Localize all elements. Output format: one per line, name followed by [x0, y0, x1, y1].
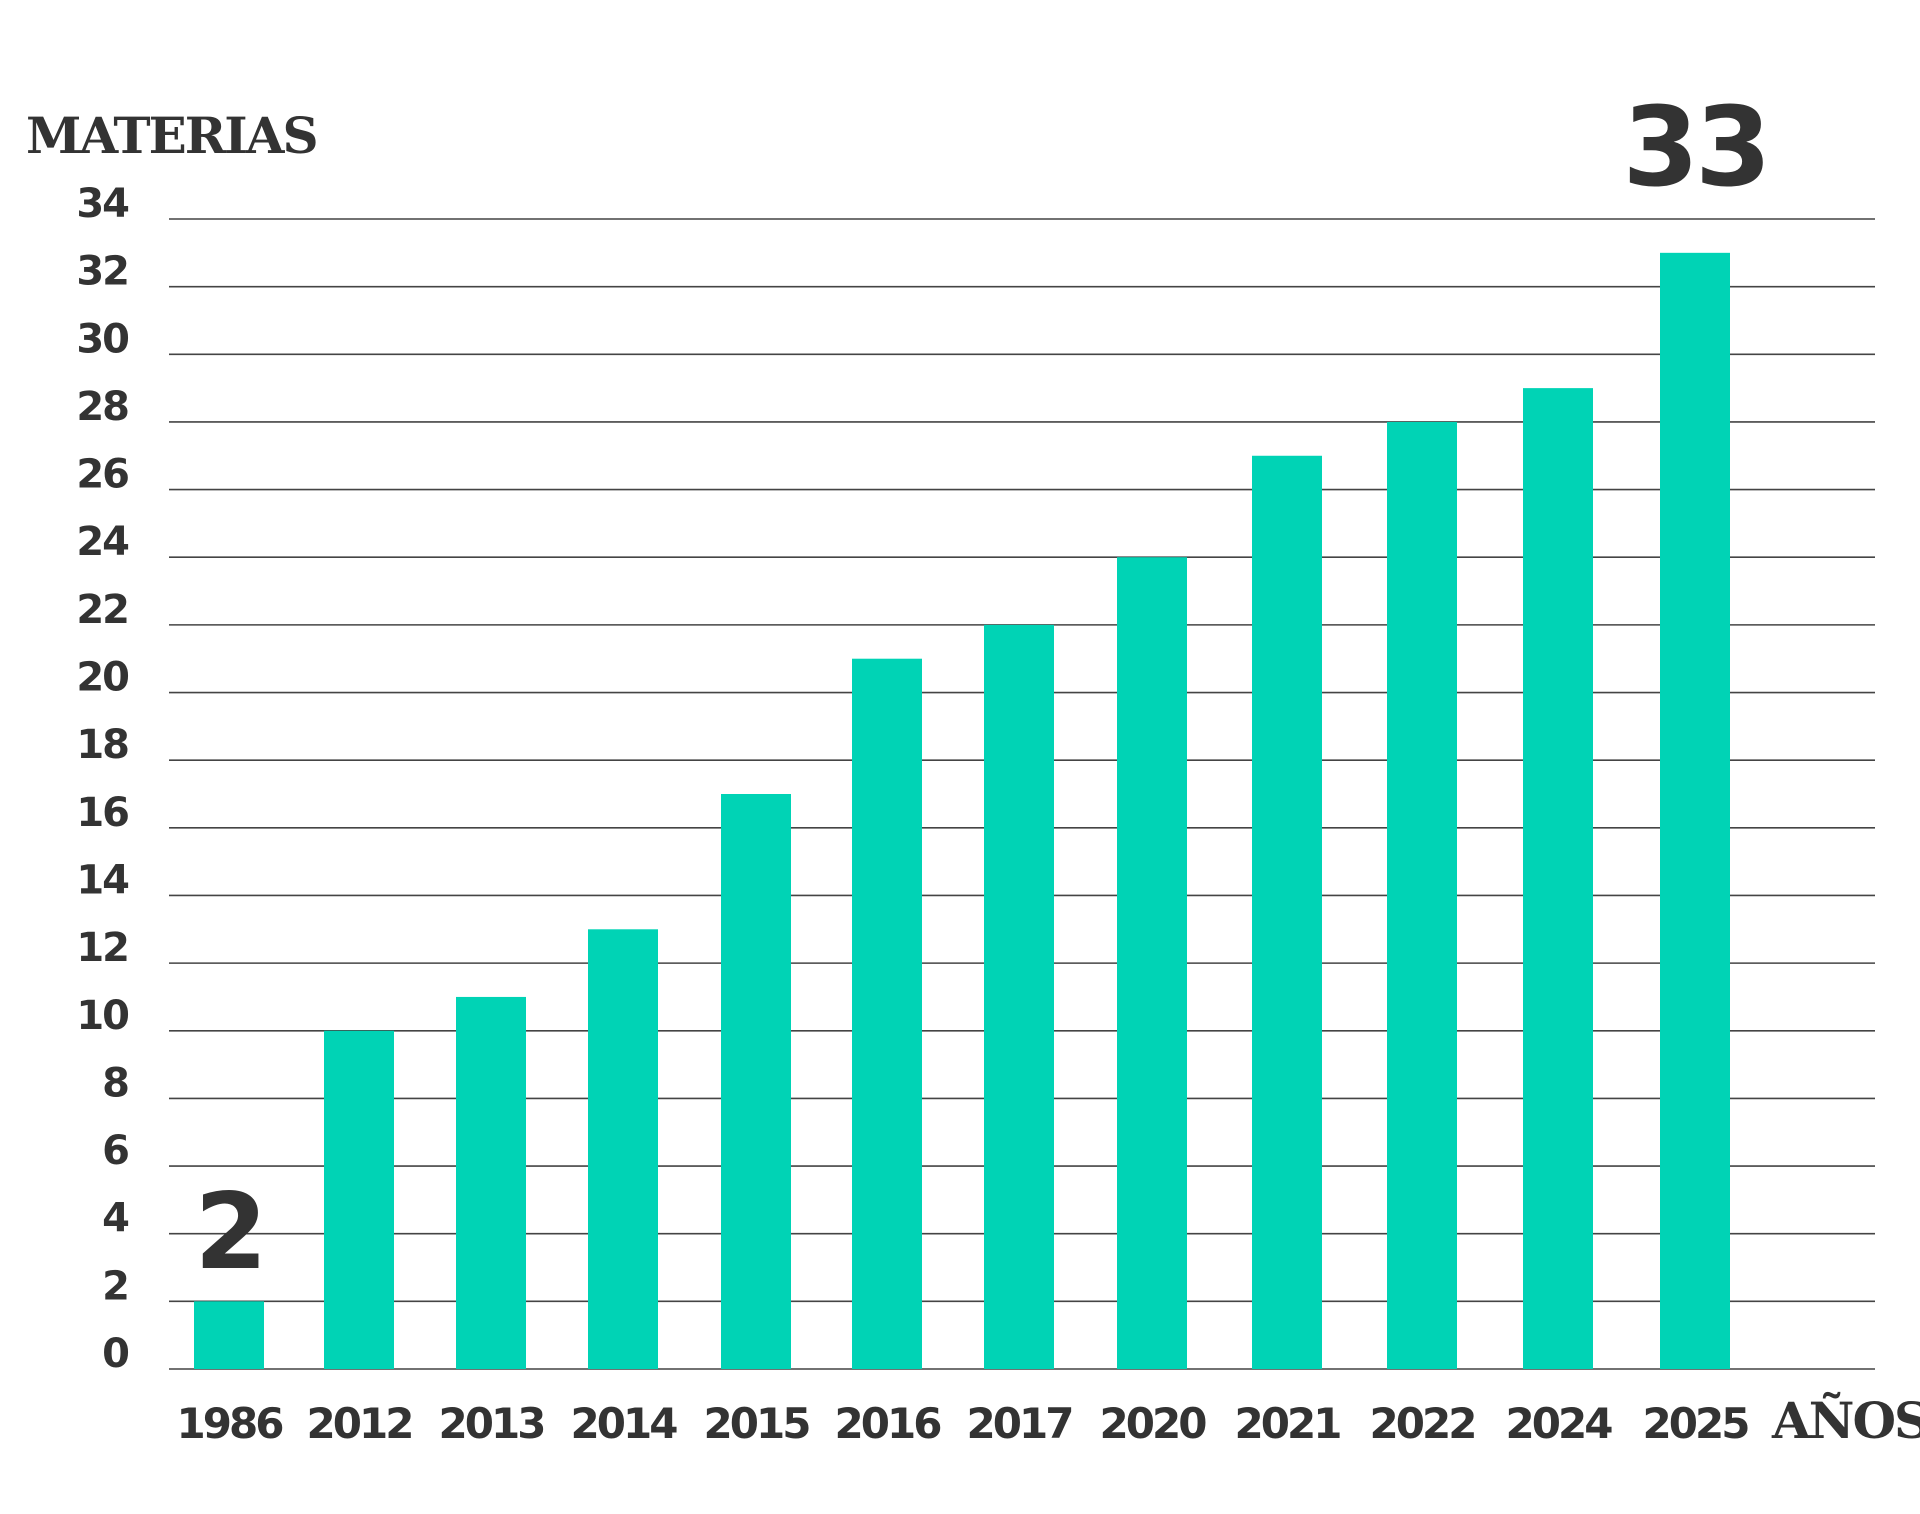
- y-tick-label: 12: [76, 925, 128, 971]
- y-tick-label: 18: [76, 722, 128, 768]
- y-tick-label: 30: [76, 316, 128, 362]
- bar-2012: [324, 1030, 394, 1369]
- bar-2016: [852, 658, 922, 1369]
- y-tick-label: 16: [76, 790, 128, 836]
- bar-2024: [1523, 388, 1593, 1369]
- x-tick-label: 2025: [1643, 1399, 1749, 1448]
- bar-2020: [1117, 557, 1187, 1369]
- bar-2017: [984, 624, 1054, 1369]
- y-axis-title: MATERIAS: [26, 106, 317, 165]
- y-tick-label: 6: [102, 1128, 128, 1174]
- y-tick-label: 26: [76, 452, 128, 498]
- x-tick-label: 2016: [835, 1399, 941, 1448]
- x-tick-label: 1986: [177, 1399, 283, 1448]
- bar-2015: [721, 794, 791, 1369]
- x-tick-label: 2024: [1506, 1399, 1613, 1448]
- y-tick-label: 10: [76, 993, 128, 1039]
- x-tick-label: 2020: [1100, 1399, 1207, 1448]
- value-annotation: 33: [1622, 83, 1767, 211]
- y-tick-label: 22: [76, 587, 128, 633]
- x-axis-title: AÑOS: [1771, 1391, 1920, 1450]
- y-tick-label: 4: [102, 1196, 128, 1242]
- bar-2022: [1387, 421, 1457, 1369]
- y-tick-label: 8: [102, 1060, 128, 1106]
- value-annotation: 2: [194, 1171, 263, 1293]
- x-tick-label: 2022: [1370, 1399, 1475, 1448]
- y-tick-label: 32: [76, 249, 128, 295]
- bar-2021: [1252, 455, 1322, 1369]
- bar-2014: [588, 929, 658, 1369]
- y-tick-label: 24: [76, 519, 128, 565]
- y-tick-label: 28: [76, 384, 128, 430]
- x-tick-label: 2013: [439, 1399, 544, 1448]
- y-tick-label: 0: [102, 1331, 128, 1377]
- x-tick-label: 2021: [1235, 1399, 1341, 1448]
- x-tick-label: 2017: [967, 1399, 1072, 1448]
- y-tick-label: 14: [76, 857, 128, 903]
- y-tick-label: 2: [102, 1263, 128, 1309]
- x-tick-label: 2014: [571, 1399, 678, 1448]
- x-tick-label: 2012: [307, 1399, 412, 1448]
- y-tick-label: 34: [76, 181, 128, 227]
- bar-2013: [456, 996, 526, 1369]
- bar-2025: [1660, 252, 1730, 1370]
- y-tick-label: 20: [76, 655, 128, 701]
- x-tick-label: 2015: [704, 1399, 810, 1448]
- bar-1986: [194, 1301, 264, 1369]
